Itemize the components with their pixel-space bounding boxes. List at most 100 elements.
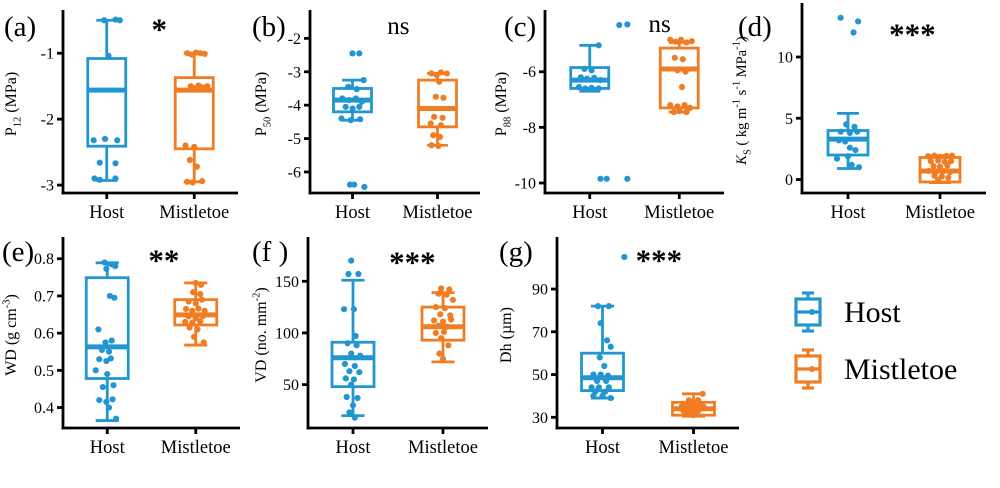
legend-chart: Host Mistletoe bbox=[794, 291, 957, 390]
significance-label: ** bbox=[148, 242, 179, 277]
x-tick-label: Mistletoe bbox=[403, 203, 473, 223]
host-points bbox=[338, 50, 368, 191]
y-tick-label: 50 bbox=[283, 377, 299, 394]
panel-d: (d) 0 5 10 KS ( kg m-1 s-1 MPa-1) Host Mistlet… bbox=[730, 0, 1000, 226]
y-axis-label: VD (no. mm-2) bbox=[252, 287, 271, 382]
legend: Host Mistletoe bbox=[756, 246, 1000, 446]
x-tick-label: Mistletoe bbox=[644, 203, 714, 223]
x-tick-label: Host bbox=[572, 203, 608, 223]
panel-letter-g: (g) bbox=[499, 236, 533, 268]
mistletoe-points bbox=[924, 152, 956, 184]
panel-g-chart: (g) 30 50 70 90 Dh (µm) Host Mistletoe *** bbox=[498, 236, 739, 458]
host-boxplot bbox=[330, 278, 376, 418]
y-tick-label: -1 bbox=[41, 46, 54, 63]
y-tick-label: 10 bbox=[777, 50, 793, 67]
panel-g: (g) 30 50 70 90 Dh (µm) Host Mistletoe *** bbox=[495, 228, 753, 473]
host-points bbox=[90, 16, 123, 183]
y-axis-label: Dh (µm) bbox=[498, 307, 515, 363]
y-tick-label: 90 bbox=[532, 282, 548, 299]
x-tick-label: Mistletoe bbox=[159, 203, 229, 223]
significance-label: * bbox=[152, 11, 168, 46]
mistletoe-points bbox=[427, 69, 450, 150]
y-axis-label: WD (g cm-3) bbox=[2, 294, 21, 376]
panel-c: (c) -6 -8 -10 P88 (MPa) Host Mistletoe ns bbox=[490, 0, 730, 226]
x-tick-label: Host bbox=[336, 438, 372, 458]
y-tick-label: -8 bbox=[523, 120, 536, 137]
mistletoe-points bbox=[430, 285, 456, 362]
y-axis-label: KS ( kg m-1 s-1 MPa-1) bbox=[732, 36, 754, 166]
x-tick-label: Host bbox=[335, 203, 371, 223]
panel-letter-a: (a) bbox=[4, 11, 36, 43]
legend-key-mistletoe-icon bbox=[794, 348, 822, 390]
mistletoe-points bbox=[667, 36, 695, 116]
y-axis-label: P88 (MPa) bbox=[493, 72, 514, 136]
host-points bbox=[833, 14, 863, 171]
legend-label-mistletoe: Mistletoe bbox=[844, 353, 957, 386]
y-tick-label: -4 bbox=[288, 98, 301, 115]
mistletoe-boxplot bbox=[173, 51, 215, 184]
y-tick-label: -2 bbox=[41, 112, 54, 129]
significance-label: *** bbox=[636, 242, 683, 277]
y-tick-label: 150 bbox=[275, 274, 299, 291]
y-tick-label: -10 bbox=[515, 175, 536, 192]
panel-letter-d: (d) bbox=[738, 11, 772, 43]
mistletoe-points bbox=[678, 390, 707, 419]
panel-letter-b: (b) bbox=[252, 11, 286, 43]
mistletoe-points bbox=[182, 279, 208, 346]
x-tick-label: Mistletoe bbox=[659, 438, 729, 458]
panel-d-chart: (d) 0 5 10 KS ( kg m-1 s-1 MPa-1) Host Mistlet… bbox=[732, 3, 986, 223]
y-tick-label: 0 bbox=[785, 172, 793, 189]
mistletoe-points bbox=[182, 49, 211, 186]
y-tick-label: 70 bbox=[532, 324, 548, 341]
x-tick-label: Mistletoe bbox=[161, 438, 231, 458]
panel-letter-f: (f ) bbox=[252, 236, 288, 268]
host-boxplot bbox=[332, 78, 373, 122]
panel-e-chart: (e) 0.4 0.5 0.6 0.7 0.8 WD (g cm-3) Host Mistlet… bbox=[2, 236, 240, 458]
y-axis-label: P12 (MPa) bbox=[3, 72, 24, 136]
x-tick-label: Mistletoe bbox=[905, 203, 975, 223]
panel-c-chart: (c) -6 -8 -10 P88 (MPa) Host Mistletoe ns bbox=[493, 10, 724, 223]
mistletoe-boxplot bbox=[417, 72, 458, 147]
host-points bbox=[588, 253, 628, 402]
panel-letter-e: (e) bbox=[2, 236, 34, 268]
host-points bbox=[575, 21, 631, 182]
mistletoe-boxplot bbox=[420, 291, 466, 364]
panel-a-chart: (a) -1 -2 -3 P12 (MPa) Host Mistletoe * bbox=[3, 10, 238, 223]
significance-label: *** bbox=[389, 244, 436, 279]
y-tick-label: -5 bbox=[288, 131, 301, 148]
significance-label: *** bbox=[889, 16, 936, 51]
y-tick-label: -6 bbox=[523, 64, 536, 81]
y-tick-label: 30 bbox=[532, 410, 548, 427]
y-tick-label: 0.4 bbox=[34, 400, 54, 417]
y-tick-label: 5 bbox=[785, 111, 793, 128]
host-boxplot bbox=[86, 18, 128, 182]
panel-e: (e) 0.4 0.5 0.6 0.7 0.8 WD (g cm-3) Host Mistlet… bbox=[0, 228, 250, 473]
x-tick-label: Host bbox=[831, 203, 867, 223]
host-points bbox=[92, 259, 120, 422]
y-tick-label: 0.7 bbox=[34, 288, 54, 305]
panel-b: (b) -2 -3 -4 -5 -6 P50 (MPa) Host Mistletoe ns bbox=[250, 0, 490, 226]
y-tick-label: -3 bbox=[288, 64, 301, 81]
panel-b-chart: (b) -2 -3 -4 -5 -6 P50 (MPa) Host Mistletoe ns bbox=[252, 10, 480, 223]
legend-label-host: Host bbox=[844, 296, 901, 329]
panel-letter-c: (c) bbox=[504, 11, 536, 43]
legend-key-host-icon bbox=[794, 291, 822, 333]
x-tick-label: Host bbox=[585, 438, 621, 458]
significance-label: ns bbox=[648, 11, 670, 38]
y-tick-label: 0.6 bbox=[34, 326, 54, 343]
x-tick-label: Host bbox=[89, 203, 125, 223]
y-axis-label: P50 (MPa) bbox=[253, 72, 274, 136]
y-tick-label: 50 bbox=[532, 367, 548, 384]
x-tick-label: Host bbox=[90, 438, 126, 458]
significance-label: ns bbox=[387, 13, 409, 40]
panel-a: (a) -1 -2 -3 P12 (MPa) Host Mistletoe * bbox=[0, 0, 250, 226]
panel-f: (f ) 50 100 150 VD (no. mm-2) Host Mistletoe **… bbox=[250, 228, 500, 473]
y-tick-label: -6 bbox=[288, 164, 301, 181]
y-tick-label: 100 bbox=[275, 325, 299, 342]
host-points bbox=[340, 257, 364, 421]
host-boxplot bbox=[580, 304, 625, 400]
mistletoe-boxplot bbox=[658, 41, 700, 114]
y-tick-label: -2 bbox=[288, 31, 301, 48]
